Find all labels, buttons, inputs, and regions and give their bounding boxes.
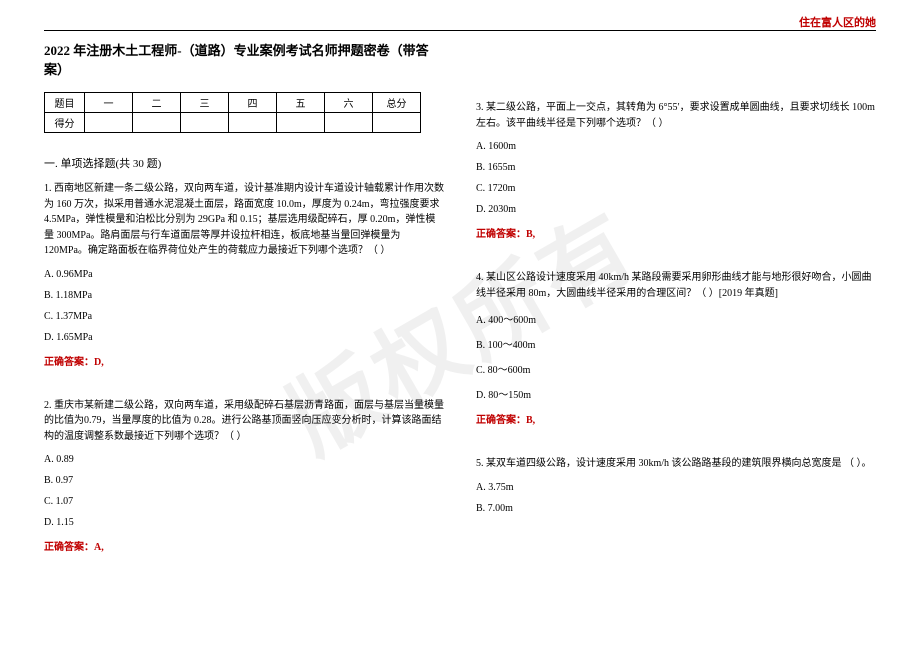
score-cell <box>325 113 373 133</box>
question-stem: 5. 某双车道四级公路，设计速度采用 30km/h 该公路路基段的建筑限界横向总… <box>476 456 876 472</box>
answer-text: 正确答案：D, <box>44 353 444 368</box>
answer-text: 正确答案：A, <box>44 538 444 553</box>
option-c: C. 80～600m <box>476 361 876 376</box>
options-list: A. 0.96MPa B. 1.18MPa C. 1.37MPa D. 1.65… <box>44 269 444 343</box>
option-d: D. 2030m <box>476 204 876 215</box>
option-a: A. 0.89 <box>44 454 444 465</box>
question-stem: 4. 某山区公路设计速度采用 40km/h 某路段需要采用卵形曲线才能与地形很好… <box>476 270 876 301</box>
option-d: D. 1.65MPa <box>44 332 444 343</box>
option-d: D. 1.15 <box>44 517 444 528</box>
table-row: 题目 一 二 三 四 五 六 总分 <box>45 93 421 113</box>
score-table: 题目 一 二 三 四 五 六 总分 得分 <box>44 92 421 133</box>
score-cell <box>133 113 181 133</box>
question-4: 4. 某山区公路设计速度采用 40km/h 某路段需要采用卵形曲线才能与地形很好… <box>476 270 876 426</box>
header-link: 住在富人区的她 <box>799 14 876 30</box>
options-list: A. 3.75m B. 7.00m <box>476 482 876 514</box>
question-2: 2. 重庆市某新建二级公路，双向两车道，采用级配碎石基层沥青路面，面层与基层当量… <box>44 398 444 554</box>
score-cell <box>85 113 133 133</box>
score-cell <box>181 113 229 133</box>
right-column: 3. 某二级公路，平面上一交点，其转角为 6°55′，要求设置成单圆曲线，且要求… <box>476 40 876 583</box>
score-cell: 六 <box>325 93 373 113</box>
score-cell <box>229 113 277 133</box>
score-cell: 题目 <box>45 93 85 113</box>
score-cell: 总分 <box>373 93 421 113</box>
score-cell: 二 <box>133 93 181 113</box>
option-a: A. 0.96MPa <box>44 269 444 280</box>
section-heading: 一. 单项选择题(共 30 题) <box>44 155 444 171</box>
question-3: 3. 某二级公路，平面上一交点，其转角为 6°55′，要求设置成单圆曲线，且要求… <box>476 100 876 240</box>
score-cell: 四 <box>229 93 277 113</box>
question-stem: 2. 重庆市某新建二级公路，双向两车道，采用级配碎石基层沥青路面，面层与基层当量… <box>44 398 444 445</box>
option-b: B. 7.00m <box>476 503 876 514</box>
question-1: 1. 西南地区新建一条二级公路，双向两车道，设计基准期内设计车道设计轴载累计作用… <box>44 181 444 368</box>
option-a: A. 3.75m <box>476 482 876 493</box>
left-column: 2022 年注册木土工程师-（道路）专业案例考试名师押题密卷（带答案） 题目 一… <box>44 40 444 583</box>
options-list: A. 1600m B. 1655m C. 1720m D. 2030m <box>476 141 876 215</box>
option-c: C. 1.37MPa <box>44 311 444 322</box>
page-container: 2022 年注册木土工程师-（道路）专业案例考试名师押题密卷（带答案） 题目 一… <box>0 0 920 583</box>
header-rule <box>44 30 876 31</box>
option-c: C. 1.07 <box>44 496 444 507</box>
score-cell: 五 <box>277 93 325 113</box>
option-b: B. 0.97 <box>44 475 444 486</box>
option-a: A. 400～600m <box>476 311 876 326</box>
answer-text: 正确答案：B, <box>476 225 876 240</box>
question-stem: 3. 某二级公路，平面上一交点，其转角为 6°55′，要求设置成单圆曲线，且要求… <box>476 100 876 131</box>
option-b: B. 1.18MPa <box>44 290 444 301</box>
options-list: A. 400～600m B. 100～400m C. 80～600m D. 80… <box>476 311 876 401</box>
option-b: B. 100～400m <box>476 336 876 351</box>
score-cell: 得分 <box>45 113 85 133</box>
question-stem: 1. 西南地区新建一条二级公路，双向两车道，设计基准期内设计车道设计轴载累计作用… <box>44 181 444 259</box>
table-row: 得分 <box>45 113 421 133</box>
options-list: A. 0.89 B. 0.97 C. 1.07 D. 1.15 <box>44 454 444 528</box>
score-cell <box>277 113 325 133</box>
answer-text: 正确答案：B, <box>476 411 876 426</box>
page-title: 2022 年注册木土工程师-（道路）专业案例考试名师押题密卷（带答案） <box>44 40 444 78</box>
score-cell: 三 <box>181 93 229 113</box>
question-5: 5. 某双车道四级公路，设计速度采用 30km/h 该公路路基段的建筑限界横向总… <box>476 456 876 514</box>
option-c: C. 1720m <box>476 183 876 194</box>
option-d: D. 80～150m <box>476 386 876 401</box>
score-cell <box>373 113 421 133</box>
option-a: A. 1600m <box>476 141 876 152</box>
score-cell: 一 <box>85 93 133 113</box>
option-b: B. 1655m <box>476 162 876 173</box>
